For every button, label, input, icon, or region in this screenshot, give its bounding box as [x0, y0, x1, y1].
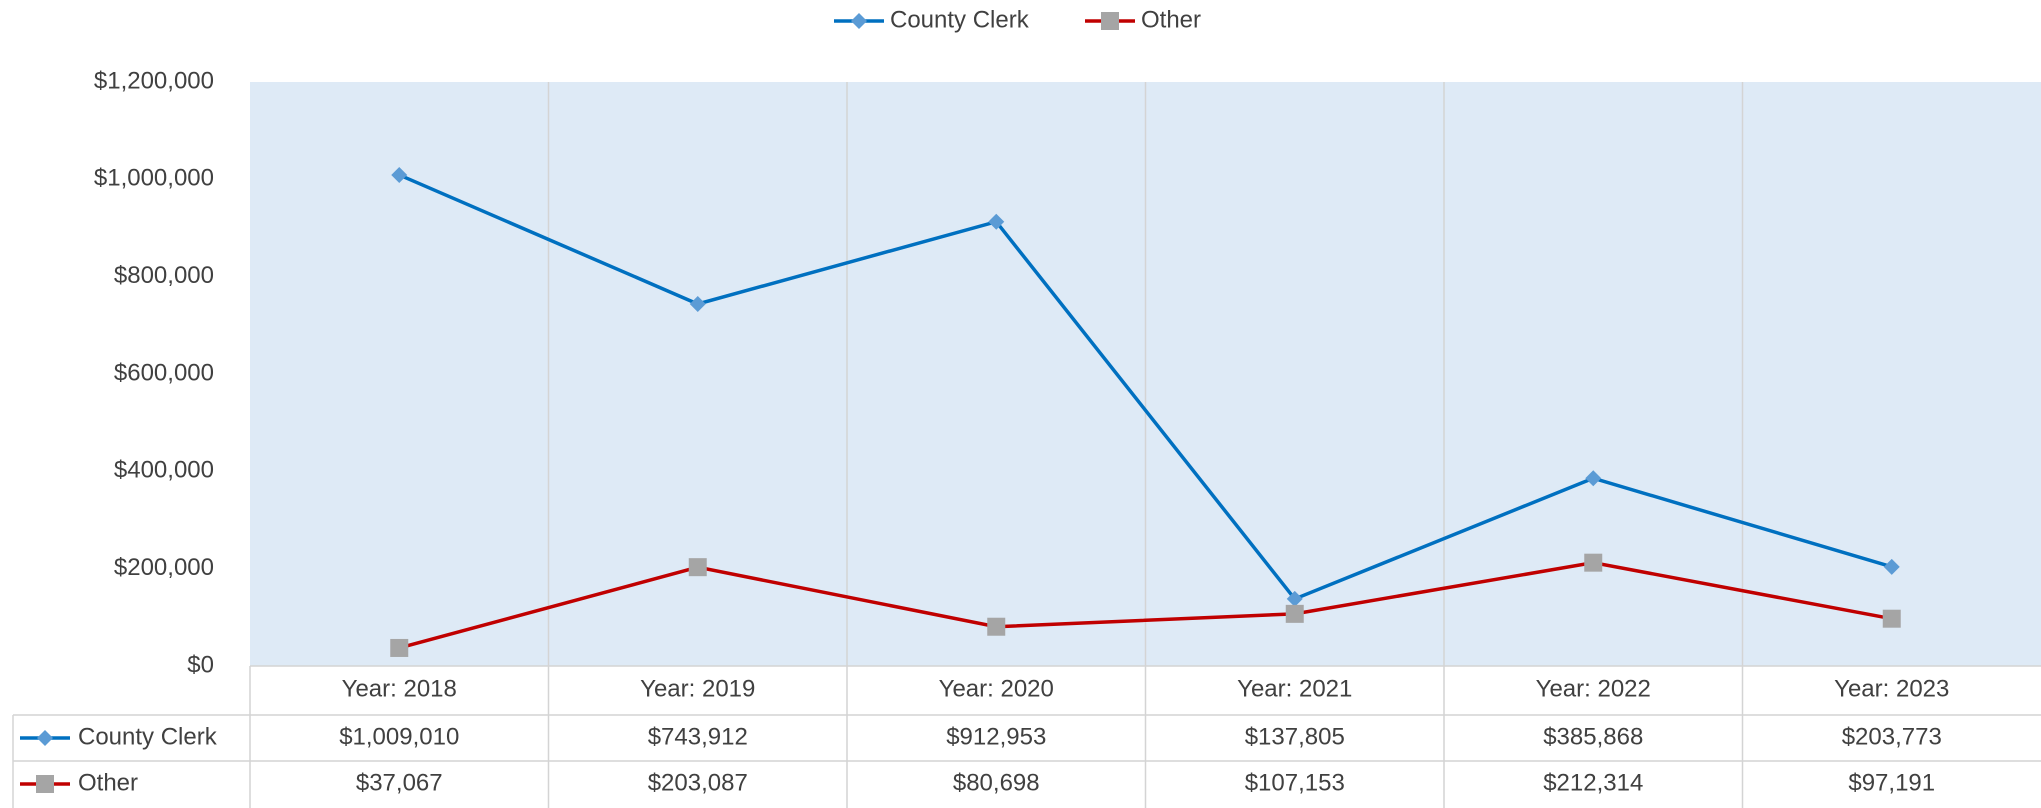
y-tick-label: $0	[187, 651, 214, 678]
table-cell: $107,153	[1245, 769, 1345, 796]
data-point	[988, 213, 1005, 230]
legend-marker	[851, 13, 867, 29]
data-point	[391, 166, 408, 183]
y-tick-label: $200,000	[114, 554, 214, 581]
data-point	[688, 558, 707, 577]
table-cell: $212,314	[1543, 769, 1643, 796]
x-tick-label: Year: 2021	[1237, 675, 1352, 702]
table-row-label: County Clerk	[78, 723, 218, 750]
y-tick-label: $800,000	[114, 262, 214, 289]
series-line	[398, 560, 1893, 650]
table-cell: $912,953	[946, 723, 1046, 750]
data-point	[987, 617, 1006, 636]
table-cell: $1,009,010	[339, 723, 459, 750]
table-cell: $203,087	[648, 769, 748, 796]
table-cell: $743,912	[648, 723, 748, 750]
table-cell: $385,868	[1543, 723, 1643, 750]
x-tick-label: Year: 2020	[939, 675, 1054, 702]
data-point	[689, 295, 706, 312]
x-tick-label: Year: 2018	[342, 675, 457, 702]
legend-label: Other	[1141, 6, 1201, 33]
y-tick-label: $600,000	[114, 359, 214, 386]
legend-marker	[37, 730, 53, 746]
x-tick-label: Year: 2023	[1834, 675, 1949, 702]
y-tick-label: $1,200,000	[94, 67, 214, 94]
legend-marker	[1101, 12, 1119, 30]
table-cell: $203,773	[1842, 723, 1942, 750]
x-tick-label: Year: 2019	[640, 675, 755, 702]
data-point	[1285, 604, 1304, 623]
legend-marker	[36, 775, 54, 793]
table-cell: $80,698	[953, 769, 1040, 796]
data-point	[1882, 609, 1901, 628]
series-line	[398, 173, 1893, 602]
data-point	[1883, 558, 1900, 575]
table-row-label: Other	[78, 769, 138, 796]
data-point	[390, 638, 409, 657]
data-point	[1585, 470, 1602, 487]
table-cell: $97,191	[1848, 769, 1935, 796]
data-point	[1584, 553, 1603, 572]
y-tick-label: $400,000	[114, 457, 214, 484]
legend-label: County Clerk	[890, 6, 1030, 33]
data-point	[1286, 590, 1303, 607]
y-tick-label: $1,000,000	[94, 165, 214, 192]
x-tick-label: Year: 2022	[1536, 675, 1651, 702]
table-cell: $37,067	[356, 769, 443, 796]
table-cell: $137,805	[1245, 723, 1345, 750]
